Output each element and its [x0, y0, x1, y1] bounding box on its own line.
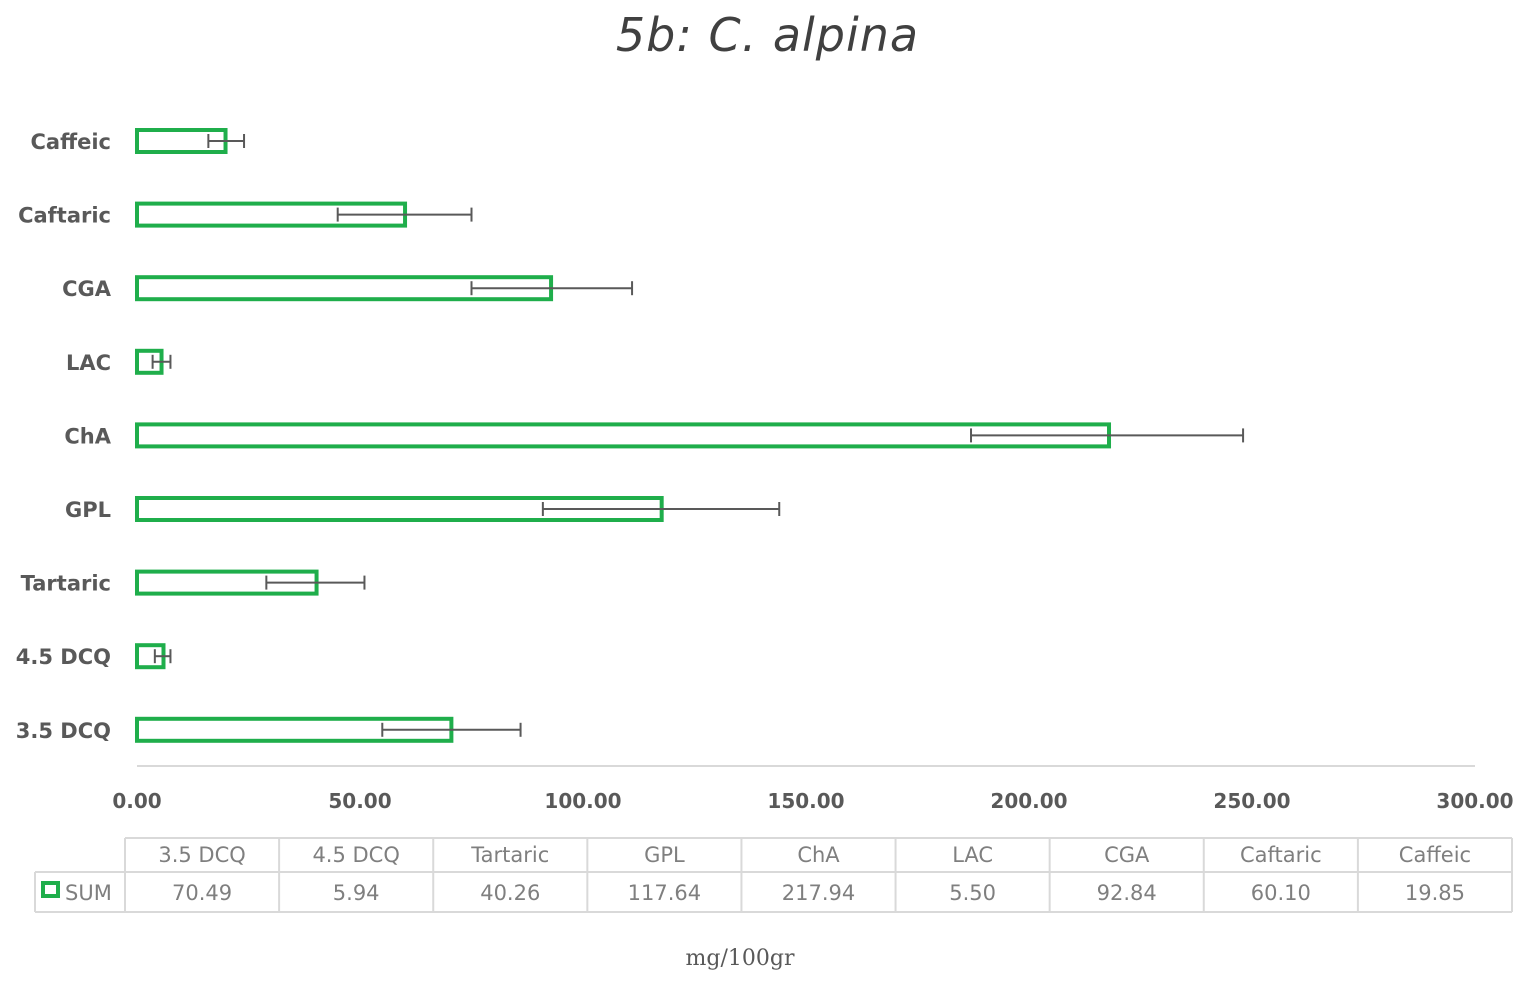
- error-bar: [970, 428, 1245, 443]
- category-labels: 3.5 DCQ 4.5 DCQ Tartaric GPL ChA LAC CGA Caftar…: [16, 130, 112, 743]
- category-label: 3.5 DCQ: [16, 719, 111, 743]
- table-value-cell: 70.49: [172, 881, 232, 905]
- table-header-cell: ChA: [797, 843, 840, 867]
- x-tick-label: 200.00: [990, 789, 1067, 813]
- category-label: 4.5 DCQ: [16, 645, 111, 669]
- error-bar: [541, 502, 781, 516]
- data-table: 3.5 DCQ 70.49 4.5 DCQ 5.94 Tartaric 40.26 GPL 1…: [34, 837, 1513, 913]
- bars-layer: [135, 128, 1112, 743]
- table-value-cell: 5.94: [333, 881, 380, 905]
- x-tick-label: 300.00: [1436, 789, 1513, 813]
- table-header-cell: 4.5 DCQ: [312, 843, 399, 867]
- error-bar: [265, 575, 366, 590]
- category-label: CGA: [62, 277, 112, 301]
- bar-cha: [135, 422, 1112, 449]
- table-value-cell: 5.50: [949, 881, 996, 905]
- table-series-name: SUM: [65, 881, 112, 905]
- table-header-cell: Caffeic: [1399, 843, 1471, 867]
- table-value-cell: 217.94: [782, 881, 855, 905]
- table-value-cell: 60.10: [1251, 881, 1311, 905]
- x-tick-label: 250.00: [1213, 789, 1290, 813]
- table-header-cell: 3.5 DCQ: [158, 843, 245, 867]
- category-label: ChA: [64, 424, 111, 448]
- category-label: Tartaric: [21, 572, 111, 596]
- x-tick-label: 0.00: [112, 789, 161, 813]
- error-bar: [336, 207, 473, 222]
- table-header-cell: LAC: [952, 843, 993, 867]
- error-bars-layer: [151, 134, 1245, 737]
- table-value-cell: 117.64: [628, 881, 701, 905]
- category-label: Caffeic: [31, 130, 111, 154]
- error-bar: [207, 134, 246, 148]
- x-tick-labels: 0.00 50.00 100.00 150.00 200.00 250.00 300.00: [112, 789, 1513, 813]
- x-tick-label: 50.00: [328, 789, 391, 813]
- chart-title: 5b: C. alpina: [615, 8, 920, 62]
- table-header-cell: CGA: [1104, 843, 1150, 867]
- error-bar: [153, 649, 172, 664]
- table-value-cell: 19.85: [1405, 881, 1465, 905]
- x-tick-label: 150.00: [767, 789, 844, 813]
- category-label: Caftaric: [18, 204, 111, 228]
- category-label: GPL: [65, 498, 111, 522]
- error-bar: [470, 281, 634, 296]
- table-header-cell: GPL: [644, 843, 685, 867]
- x-tick-label: 100.00: [544, 789, 621, 813]
- table-header-cell: Caftaric: [1240, 843, 1322, 867]
- table-value-cell: 40.26: [480, 881, 540, 905]
- table-header-cell: Tartaric: [470, 843, 549, 867]
- error-bar: [381, 722, 522, 737]
- category-label: LAC: [66, 351, 111, 375]
- x-axis-label: mg/100gr: [685, 946, 795, 971]
- table-value-cell: 92.84: [1097, 881, 1157, 905]
- error-bar: [151, 354, 172, 369]
- legend-key-sum: [41, 881, 60, 898]
